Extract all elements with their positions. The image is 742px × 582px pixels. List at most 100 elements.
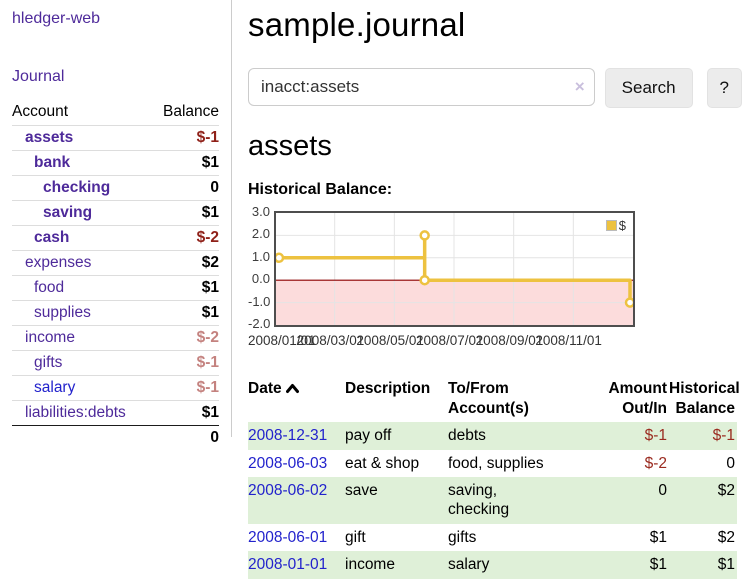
transaction-date-link[interactable]: 2008-06-02 — [248, 482, 328, 500]
account-link[interactable]: liabilities:debts — [25, 404, 126, 421]
transaction-date-link[interactable]: 2008-06-03 — [248, 454, 328, 472]
register-cell-balance: $2 — [717, 528, 735, 546]
y-axis-tick-label: 0.0 — [251, 271, 270, 287]
search-input[interactable] — [248, 68, 595, 106]
account-balance: $1 — [150, 400, 219, 426]
account-heading: assets — [248, 130, 332, 162]
x-axis-tick-label: 2008/05/01 — [356, 333, 424, 348]
account-row-cash: cash $-2 — [12, 225, 219, 251]
account-link[interactable]: assets — [25, 129, 74, 146]
legend-swatch-icon — [605, 220, 617, 231]
chart-legend: $ — [603, 217, 628, 234]
search-button[interactable]: Search — [604, 68, 693, 108]
register-header-amount: Amount Out/In — [608, 380, 667, 418]
transaction-date-link[interactable]: 2008-12-31 — [248, 427, 328, 445]
account-balance: $-2 — [150, 225, 219, 251]
account-link[interactable]: expenses — [25, 254, 92, 271]
register-cell-accounts: saving, checking — [448, 477, 606, 524]
transaction-date-link[interactable]: 2008-06-01 — [248, 528, 328, 546]
register-cell-accounts: salary — [448, 551, 606, 579]
account-row-assets: assets $-1 — [12, 125, 219, 151]
register-row[interactable]: 2008-06-01 gift gifts $1 $2 — [248, 524, 737, 551]
account-balance: $-1 — [150, 375, 219, 401]
register-cell-amount: $-2 — [644, 454, 667, 472]
account-link[interactable]: saving — [43, 204, 93, 221]
register-row[interactable]: 2008-06-03 eat & shop food, supplies $-2 0 — [248, 450, 737, 477]
account-balance: $-1 — [150, 350, 219, 376]
accounts-total-row: 0 — [12, 425, 219, 450]
account-row-gifts: gifts $-1 — [12, 350, 219, 376]
accounts-total-value: 0 — [150, 425, 219, 450]
register-table-body: 2008-12-31 pay off debts $-1 $-1 2008-06-03 ea… — [248, 422, 737, 579]
register-cell-description: save — [345, 477, 448, 524]
accounts-header-balance: Balance — [162, 103, 219, 120]
y-axis-tick-label: 3.0 — [251, 204, 270, 219]
historical-balance-chart: $ 3.0 2.0 1.0 0.0 -1.0 -2.0 2008/01/01 2008/03/… — [248, 204, 678, 361]
account-balance: $-1 — [150, 125, 219, 151]
account-row-salary: salary $-1 — [12, 375, 219, 401]
y-axis-tick-label: 2.0 — [251, 226, 270, 242]
register-cell-description: income — [345, 551, 448, 579]
register-header-accounts: To/From Account(s) — [448, 380, 529, 418]
legend-label: $ — [618, 218, 626, 233]
register-cell-amount: $1 — [606, 551, 669, 579]
register-header-date[interactable]: Date — [248, 377, 345, 422]
register-cell-description: gift — [345, 528, 366, 546]
chart-canvas — [276, 213, 633, 325]
transaction-date-link[interactable]: 2008-01-01 — [248, 556, 328, 574]
sidebar-item-journal[interactable]: Journal — [12, 68, 65, 85]
account-row-income: income $-2 — [12, 325, 219, 351]
register-cell-date: 2008-01-01 — [248, 551, 345, 579]
x-axis-tick-label: 2008/01/01 — [248, 333, 316, 348]
sort-ascending-icon — [285, 384, 299, 393]
account-row-bank: bank $1 — [12, 150, 219, 176]
account-row-supplies: supplies $1 — [12, 300, 219, 326]
account-link[interactable]: checking — [43, 179, 111, 196]
account-row-checking: checking 0 — [12, 175, 219, 201]
account-balance: 0 — [150, 175, 219, 201]
accounts-table: Account Balance assets $-1 bank $1 checking 0… — [12, 100, 219, 450]
register-cell-description: eat & shop — [345, 454, 420, 472]
app-title-link[interactable]: hledger-web — [12, 10, 101, 27]
account-link[interactable]: income — [25, 329, 75, 346]
register-table: Date Description To/From Account(s) Amou… — [248, 377, 740, 579]
register-cell-date: 2008-06-02 — [248, 477, 345, 524]
register-row[interactable]: 2008-06-02 save saving, checking 0 $2 — [248, 477, 737, 524]
y-axis-tick-label: 1.0 — [251, 248, 270, 264]
search-form: × Search ? — [248, 68, 742, 108]
account-link[interactable]: salary — [34, 379, 76, 396]
main-content: sample.journal × Search ? assets Histori… — [248, 0, 742, 579]
account-link[interactable]: cash — [34, 229, 70, 246]
sidebar: hledger-web Journal Account Balance asse… — [0, 0, 232, 450]
register-cell-balance: 0 — [726, 454, 735, 472]
register-cell-accounts: debts — [448, 422, 606, 450]
search-input-wrap: × — [248, 68, 595, 108]
page-title: sample.journal — [248, 6, 466, 43]
account-link[interactable]: food — [34, 279, 65, 296]
account-balance: $2 — [150, 250, 219, 276]
x-axis-tick-label: 2008/03/01 — [296, 333, 365, 348]
help-button[interactable]: ? — [706, 68, 742, 108]
register-cell-date: 2008-06-01 — [248, 524, 345, 551]
clear-search-icon[interactable]: × — [574, 77, 585, 96]
x-axis-tick-label: 2008/07/01 — [416, 333, 484, 348]
register-cell-description: pay off — [345, 422, 448, 450]
account-row-expenses: expenses $2 — [12, 250, 219, 276]
account-row-saving: saving $1 — [12, 200, 219, 226]
register-header-description: Description — [345, 380, 431, 397]
account-row-food: food $1 — [12, 275, 219, 301]
register-cell-balance: $-1 — [669, 422, 737, 450]
accounts-header-account: Account — [12, 103, 69, 120]
account-balance: $1 — [150, 150, 219, 176]
account-link[interactable]: gifts — [34, 354, 63, 371]
register-header-balance: Historical Balance — [669, 380, 740, 418]
register-row[interactable]: 2008-12-31 pay off debts $-1 $-1 — [248, 422, 737, 450]
register-cell-amount: $-1 — [606, 422, 669, 450]
register-cell-balance: $2 — [669, 477, 737, 524]
account-link[interactable]: bank — [34, 154, 71, 171]
account-link[interactable]: supplies — [34, 304, 91, 321]
register-row[interactable]: 2008-01-01 income salary $1 $1 — [248, 551, 737, 579]
account-row-liabilities-debts: liabilities:debts $1 — [12, 400, 219, 426]
account-balance: $1 — [150, 300, 219, 326]
x-axis-tick-label: 2008/09/01 — [475, 333, 544, 348]
